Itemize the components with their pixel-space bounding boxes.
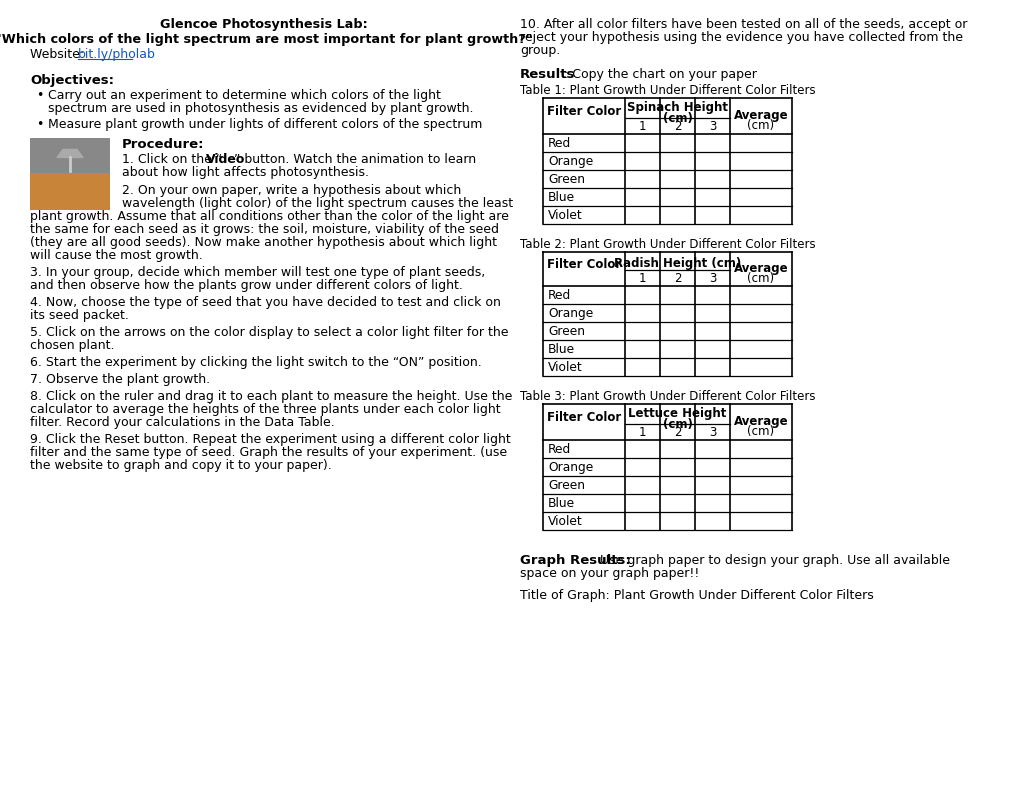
Text: 3: 3 (708, 426, 715, 439)
Text: Violet: Violet (547, 515, 582, 528)
Text: Radish Height (cm): Radish Height (cm) (613, 257, 741, 270)
Text: filter. Record your calculations in the Data Table.: filter. Record your calculations in the … (30, 416, 334, 429)
Text: the same for each seed as it grows: the soil, moisture, viability of the seed: the same for each seed as it grows: the … (30, 223, 498, 236)
Text: ” button. Watch the animation to learn: ” button. Watch the animation to learn (233, 153, 475, 166)
Text: chosen plant.: chosen plant. (30, 339, 114, 352)
Text: 7. Observe the plant growth.: 7. Observe the plant growth. (30, 373, 210, 386)
Text: 8. Click on the ruler and drag it to each plant to measure the height. Use the: 8. Click on the ruler and drag it to eac… (30, 390, 512, 403)
Text: Results: Results (520, 68, 575, 81)
Text: 5. Click on the arrows on the color display to select a color light filter for t: 5. Click on the arrows on the color disp… (30, 326, 508, 339)
Text: 3: 3 (708, 272, 715, 285)
Text: group.: group. (520, 44, 559, 57)
Polygon shape (57, 150, 83, 158)
Text: (cm): (cm) (662, 418, 692, 431)
Bar (30, 173, 110, 210)
Text: Graph Results:: Graph Results: (520, 554, 630, 567)
Text: Table 2: Plant Growth Under Different Color Filters: Table 2: Plant Growth Under Different Co… (519, 238, 814, 251)
Text: Average: Average (733, 415, 788, 428)
Text: Spinach Height: Spinach Height (627, 101, 728, 114)
Text: Violet: Violet (547, 209, 582, 222)
Text: 1: 1 (638, 426, 646, 439)
Text: 1. Click on the “: 1. Click on the “ (122, 153, 222, 166)
Text: Orange: Orange (547, 307, 593, 320)
Text: filter and the same type of seed. Graph the results of your experiment. (use: filter and the same type of seed. Graph … (30, 446, 506, 459)
Text: wavelength (light color) of the light spectrum causes the least: wavelength (light color) of the light sp… (122, 197, 513, 210)
Text: •: • (36, 118, 44, 131)
Text: 9. Click the Reset button. Repeat the experiment using a different color light: 9. Click the Reset button. Repeat the ex… (30, 433, 511, 446)
Text: (cm): (cm) (747, 272, 773, 285)
Text: (cm): (cm) (747, 425, 773, 438)
Text: Red: Red (547, 443, 571, 456)
Text: "Which colors of the light spectrum are most important for plant growth?": "Which colors of the light spectrum are … (0, 33, 532, 46)
Text: Average: Average (733, 262, 788, 275)
Text: : Copy the chart on your paper: : Copy the chart on your paper (564, 68, 756, 81)
Text: Title of Graph: Plant Growth Under Different Color Filters: Title of Graph: Plant Growth Under Diffe… (520, 589, 873, 602)
Text: (cm): (cm) (747, 119, 773, 132)
Text: spectrum are used in photosynthesis as evidenced by plant growth.: spectrum are used in photosynthesis as e… (48, 102, 473, 115)
Text: Use graph paper to design your graph. Use all available: Use graph paper to design your graph. Us… (595, 554, 949, 567)
Bar (30, 138, 110, 173)
Text: Table 1: Plant Growth Under Different Color Filters: Table 1: Plant Growth Under Different Co… (519, 84, 814, 97)
Text: 2. On your own paper, write a hypothesis about which: 2. On your own paper, write a hypothesis… (122, 184, 461, 197)
Text: Table 3: Plant Growth Under Different Color Filters: Table 3: Plant Growth Under Different Co… (520, 390, 814, 403)
Text: Red: Red (547, 137, 571, 150)
Text: bit.ly/pholab: bit.ly/pholab (77, 48, 156, 61)
Text: calculator to average the heights of the three plants under each color light: calculator to average the heights of the… (30, 403, 500, 416)
Text: Average: Average (733, 109, 788, 122)
Text: 10. After all color filters have been tested on all of the seeds, accept or: 10. After all color filters have been te… (520, 18, 966, 31)
Text: about how light affects photosynthesis.: about how light affects photosynthesis. (122, 166, 369, 179)
Text: 3. In your group, decide which member will test one type of plant seeds,: 3. In your group, decide which member wi… (30, 266, 485, 279)
Text: 3: 3 (708, 120, 715, 133)
Text: Carry out an experiment to determine which colors of the light: Carry out an experiment to determine whi… (48, 89, 440, 102)
Text: Lettuce Height: Lettuce Height (628, 407, 726, 420)
Text: Green: Green (547, 173, 585, 186)
Text: Website:: Website: (30, 48, 88, 61)
Text: Blue: Blue (547, 497, 575, 510)
Text: Red: Red (547, 289, 571, 302)
Text: Violet: Violet (547, 361, 582, 374)
Text: •: • (36, 89, 44, 102)
Text: its seed packet.: its seed packet. (30, 309, 128, 322)
Text: 1: 1 (638, 120, 646, 133)
Text: reject your hypothesis using the evidence you have collected from the: reject your hypothesis using the evidenc… (520, 31, 962, 44)
Text: (cm): (cm) (662, 112, 692, 125)
Text: Blue: Blue (547, 343, 575, 356)
Text: 1: 1 (638, 272, 646, 285)
Text: Procedure:: Procedure: (122, 138, 204, 151)
Text: Filter Color: Filter Color (546, 411, 621, 423)
Text: will cause the most growth.: will cause the most growth. (30, 249, 203, 262)
Text: Video: Video (206, 153, 246, 166)
Text: Measure plant growth under lights of different colors of the spectrum: Measure plant growth under lights of dif… (48, 118, 482, 131)
Text: Glencoe Photosynthesis Lab:: Glencoe Photosynthesis Lab: (160, 18, 368, 31)
Text: space on your graph paper!!: space on your graph paper!! (520, 567, 699, 580)
Text: Green: Green (547, 325, 585, 338)
Text: 6. Start the experiment by clicking the light switch to the “ON” position.: 6. Start the experiment by clicking the … (30, 356, 481, 369)
Text: Filter Color: Filter Color (546, 105, 621, 117)
Text: (they are all good seeds). Now make another hypothesis about which light: (they are all good seeds). Now make anot… (30, 236, 496, 249)
Text: Orange: Orange (547, 155, 593, 168)
Text: Filter Color: Filter Color (546, 258, 621, 270)
Text: 2: 2 (674, 426, 681, 439)
Text: 4. Now, choose the type of seed that you have decided to test and click on: 4. Now, choose the type of seed that you… (30, 296, 500, 309)
Text: Green: Green (547, 479, 585, 492)
Text: and then observe how the plants grow under different colors of light.: and then observe how the plants grow und… (30, 279, 463, 292)
Text: 2: 2 (674, 272, 681, 285)
Text: Objectives:: Objectives: (30, 74, 114, 87)
Text: the website to graph and copy it to your paper).: the website to graph and copy it to your… (30, 459, 331, 472)
Text: plant growth. Assume that all conditions other than the color of the light are: plant growth. Assume that all conditions… (30, 210, 508, 223)
Text: 2: 2 (674, 120, 681, 133)
Text: Orange: Orange (547, 461, 593, 474)
Text: Blue: Blue (547, 191, 575, 204)
